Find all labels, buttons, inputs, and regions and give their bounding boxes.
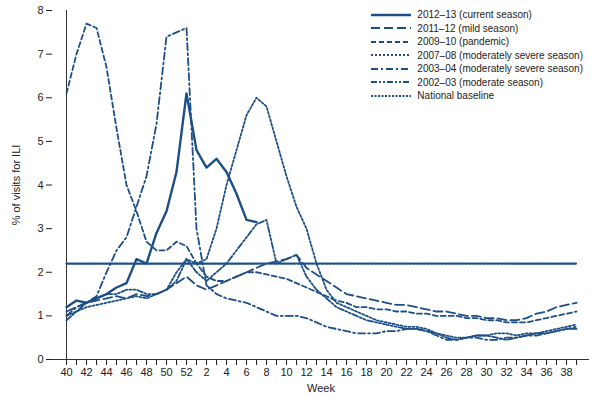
svg-text:18: 18 [360,366,372,378]
svg-text:10: 10 [280,366,292,378]
svg-text:5: 5 [37,135,43,147]
svg-text:6: 6 [243,366,249,378]
html-text:2007–08 (moderately severe sea: 2007–08 (moderately severe season) [417,49,583,61]
svg-text:1: 1 [37,309,43,321]
html-text:2003–04 (moderately severe sea: 2003–04 (moderately severe season) [417,63,583,74]
svg-text:28: 28 [460,366,472,378]
svg-text:32: 32 [500,366,512,378]
svg-text:34: 34 [520,366,532,378]
html-text:2002–03 (moderate season): 2002–03 (moderate season) [417,76,543,88]
svg-text:40: 40 [60,366,72,378]
svg-text:6: 6 [37,91,43,103]
svg-text:30: 30 [480,366,492,378]
svg-text:2: 2 [37,266,43,278]
svg-text:0: 0 [37,353,43,365]
html-text:National baseline: National baseline [417,90,495,101]
svg-text:38: 38 [560,366,572,378]
svg-text:8: 8 [263,366,269,378]
svg-text:12: 12 [300,366,312,378]
svg-text:14: 14 [320,366,332,378]
svg-text:46: 46 [120,366,132,378]
svg-text:7: 7 [37,48,43,60]
svg-text:52: 52 [180,366,192,378]
svg-text:36: 36 [540,366,552,378]
svg-text:4: 4 [223,366,229,378]
svg-text:20: 20 [380,366,392,378]
svg-text:26: 26 [440,366,452,378]
svg-text:% of visits for ILI: % of visits for ILI [10,145,22,226]
html-text:2011–12 (mild season): 2011–12 (mild season) [417,22,519,34]
svg-text:42: 42 [80,366,92,378]
svg-text:24: 24 [420,366,432,378]
svg-text:44: 44 [100,366,112,378]
svg-text:Week: Week [307,382,335,394]
svg-text:4: 4 [37,179,43,191]
html-text:2009–10 (pandemic): 2009–10 (pandemic) [417,36,510,47]
svg-text:3: 3 [37,222,43,234]
svg-text:8: 8 [37,4,43,16]
svg-text:50: 50 [160,366,172,378]
svg-text:48: 48 [140,366,152,378]
svg-text:16: 16 [340,366,352,378]
html-text:2012–13 (current season): 2012–13 (current season) [417,9,532,20]
svg-text:22: 22 [400,366,412,378]
svg-text:2: 2 [203,366,209,378]
